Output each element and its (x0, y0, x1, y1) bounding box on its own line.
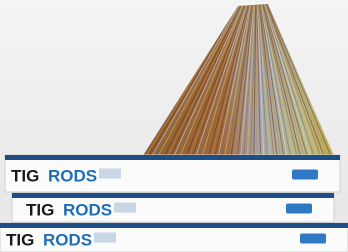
box-specs (114, 203, 136, 213)
box-logo (300, 234, 326, 244)
rod-box: TIG RODS (12, 193, 334, 222)
box-word: TIG (6, 231, 34, 250)
rod-box: TIG RODS (0, 223, 348, 252)
box-specs (94, 233, 116, 243)
boxes: TIG RODS TIG RODS TIG RODS (0, 155, 348, 252)
box-word: RODS (63, 201, 112, 220)
box-logo (292, 170, 318, 180)
box-logo (286, 204, 312, 214)
box-word: RODS (48, 167, 97, 186)
box-stripe (12, 193, 334, 198)
box-stripe (5, 155, 340, 160)
page: TIGRODSTIGRODSTIGRODS (() => { const dat… (0, 0, 348, 252)
box-word: TIG (26, 201, 54, 220)
box-specs (99, 169, 121, 179)
box-word: RODS (43, 231, 92, 250)
product-photo: TIG RODS TIG RODS TIG RODS (0, 0, 348, 252)
box-word: TIG (11, 167, 39, 186)
rod-box: TIG RODS (5, 155, 340, 192)
box-stripe (0, 223, 348, 228)
